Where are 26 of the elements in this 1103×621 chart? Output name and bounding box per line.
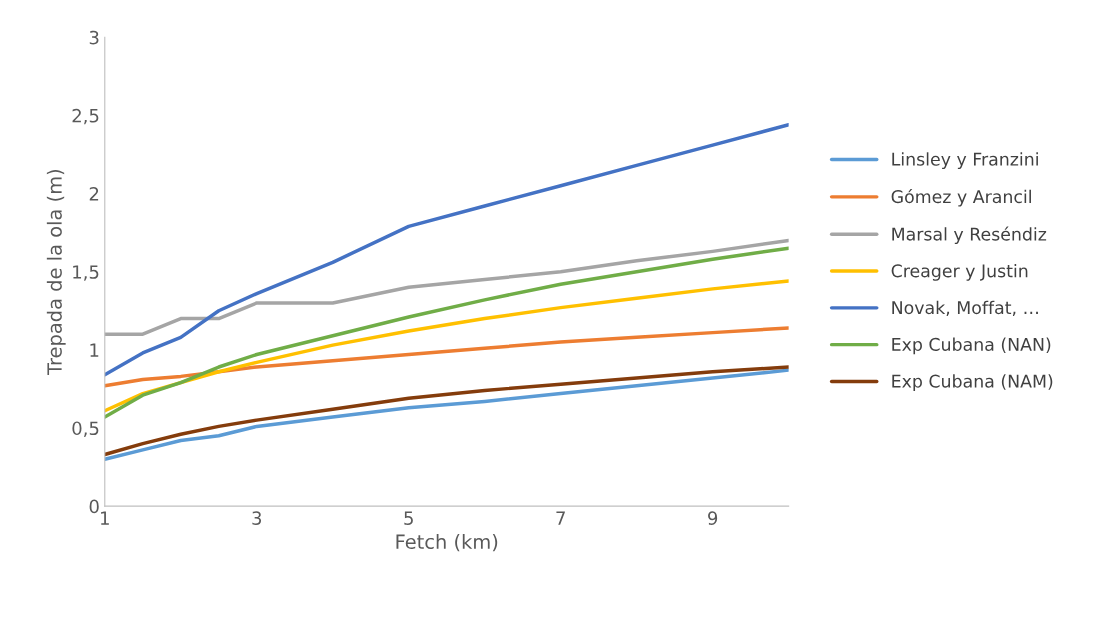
y-tick-label: 1,5	[73, 265, 99, 281]
y-tick-label: 2	[89, 187, 99, 201]
legend-label: Creager y Justin	[891, 263, 1028, 281]
legend-label: Marsal y Reséndiz	[892, 226, 1047, 245]
legend-label: Gómez y Arancil	[891, 189, 1031, 207]
y-tick-label: 0,5	[72, 421, 99, 437]
line-series	[104, 246, 789, 419]
line-series	[104, 279, 789, 413]
legend-label: Novak, Moffat, …	[892, 300, 1038, 316]
x-tick-label: 7	[556, 511, 565, 525]
y-tick-label: 1	[90, 343, 99, 357]
x-tick-label: 9	[708, 511, 718, 525]
legend-label: Linsley y Franzini	[892, 152, 1038, 170]
legend-label: Exp Cubana (NAN)	[892, 337, 1051, 355]
y-tick-label: 0	[89, 499, 99, 514]
line-series	[104, 326, 789, 388]
legend-label: Exp Cubana (NAM)	[892, 374, 1053, 392]
x-tick-label: 1	[101, 511, 109, 525]
line-series	[104, 123, 789, 377]
y-axis-title: Trepada de la ola (m)	[46, 170, 66, 376]
x-axis-title: Fetch (km)	[396, 534, 498, 552]
y-tick-label: 2,5	[72, 108, 99, 125]
x-tick-label: 5	[404, 511, 413, 525]
line-series	[104, 238, 789, 336]
y-tick-label: 3	[89, 30, 99, 45]
x-tick-label: 3	[252, 511, 262, 525]
